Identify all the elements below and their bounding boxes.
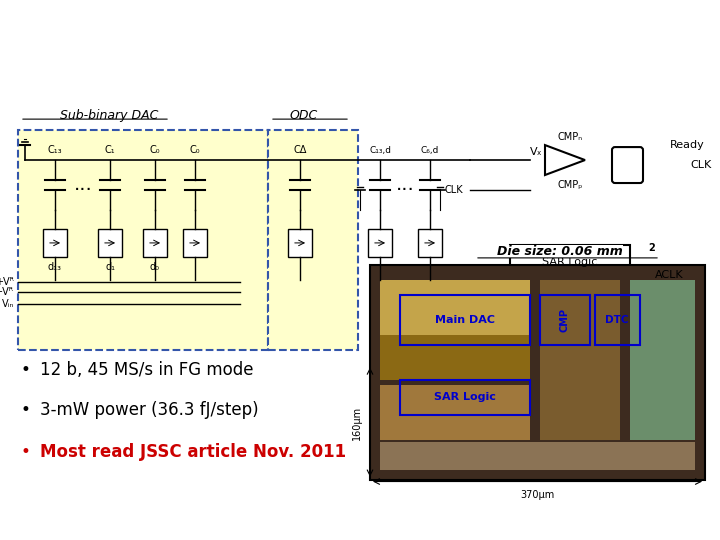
Bar	[380, 280, 530, 335]
Text: C₁₃: C₁₃	[48, 145, 63, 155]
Text: CMP: CMP	[560, 308, 570, 332]
Bar	[400, 295, 530, 345]
Text: 2014-09-24: 2014-09-24	[631, 513, 706, 526]
Bar	[400, 380, 530, 415]
Text: 3-mW power (36.3 fJ/step): 3-mW power (36.3 fJ/step)	[40, 401, 258, 418]
Text: ODC: ODC	[290, 109, 318, 122]
Bar	[268, 130, 358, 350]
Text: •: •	[20, 401, 30, 418]
Bar	[43, 229, 67, 257]
FancyBboxPatch shape	[612, 147, 643, 183]
Text: C₁: C₁	[104, 145, 115, 155]
Text: •: •	[20, 443, 30, 461]
Text: 2: 2	[648, 243, 654, 253]
Text: C₁₃,d: C₁₃,d	[369, 146, 391, 155]
Bar	[380, 280, 530, 380]
Text: d₁₃: d₁₃	[48, 262, 62, 272]
Bar	[18, 130, 268, 350]
Bar	[540, 280, 620, 440]
Bar	[288, 229, 312, 257]
Bar	[540, 295, 590, 345]
Bar	[418, 229, 442, 257]
Text: CMPₚ: CMPₚ	[557, 180, 582, 190]
Text: d₁: d₁	[105, 262, 115, 272]
Text: Vᵢₙ: Vᵢₙ	[1, 299, 14, 309]
Text: C₀: C₀	[150, 145, 161, 155]
Text: Main DAC: Main DAC	[435, 315, 495, 325]
Text: ACLK: ACLK	[655, 270, 683, 280]
Text: Most read JSSC article Nov. 2011: Most read JSSC article Nov. 2011	[40, 443, 346, 461]
Text: +Vᴿ: +Vᴿ	[0, 277, 14, 287]
Bar	[380, 384, 530, 440]
Text: −Vᴿ: −Vᴿ	[0, 287, 14, 297]
Bar	[368, 229, 392, 257]
Bar	[370, 265, 705, 480]
Text: CLK: CLK	[444, 185, 463, 195]
Text: CΔ: CΔ	[293, 145, 307, 155]
Text: ...: ...	[73, 174, 92, 193]
Text: d₀: d₀	[150, 262, 160, 272]
Bar	[380, 442, 695, 470]
Text: Vₓ: Vₓ	[530, 147, 543, 157]
Text: C₀: C₀	[189, 145, 200, 155]
Text: SAR Logic: SAR Logic	[434, 392, 496, 402]
Text: Ready: Ready	[670, 140, 705, 150]
Text: Die size: 0.06 mm: Die size: 0.06 mm	[497, 245, 623, 259]
Bar	[183, 229, 207, 257]
Bar	[143, 229, 167, 257]
Text: Sub-binary DAC: Sub-binary DAC	[60, 109, 158, 122]
Bar	[510, 245, 630, 280]
Text: DTC: DTC	[606, 315, 629, 325]
Bar	[98, 229, 122, 257]
Text: CLK: CLK	[690, 160, 711, 170]
Text: ...: ...	[395, 174, 415, 193]
Bar	[630, 280, 695, 440]
Text: 370μm: 370μm	[520, 490, 554, 500]
Text: C₆,d: C₆,d	[420, 146, 439, 155]
Text: 160μm: 160μm	[352, 406, 362, 440]
Text: TWEPP 2014: TWEPP 2014	[14, 513, 89, 526]
Text: 12-bit, 45-MS/s, 0.13-μm CMOS ADC: 12-bit, 45-MS/s, 0.13-μm CMOS ADC	[22, 20, 640, 50]
Text: 12 b, 45 MS/s in FG mode: 12 b, 45 MS/s in FG mode	[40, 361, 253, 379]
Text: •: •	[20, 361, 30, 379]
Text: CMPₙ: CMPₙ	[557, 132, 582, 142]
Text: SAR Logic: SAR Logic	[542, 257, 598, 267]
Bar	[595, 295, 640, 345]
Text: - 16 -: - 16 -	[338, 513, 382, 526]
